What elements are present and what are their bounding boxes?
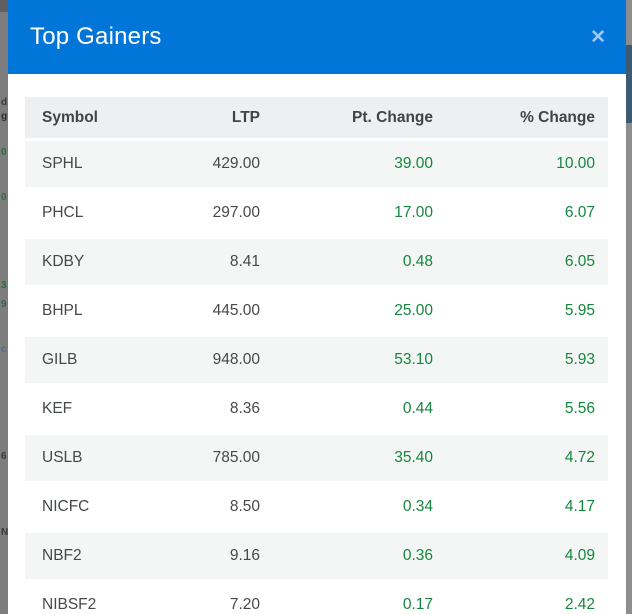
table-row: KEF 8.36 0.44 5.56 [25, 386, 608, 432]
ltp-cell: 8.50 [229, 498, 260, 515]
pt-change-cell: 39.00 [394, 155, 433, 172]
pt-change-cell: 25.00 [394, 302, 433, 319]
pct-change-cell: 5.95 [564, 302, 595, 319]
symbol-cell: SPHL [42, 155, 83, 172]
ltp-cell: 8.41 [229, 253, 260, 270]
symbol-cell: KEF [42, 400, 73, 417]
table-row: SPHL 429.00 39.00 10.00 [25, 141, 608, 187]
table-row: NIBSF2 7.20 0.17 2.42 [25, 582, 608, 614]
pct-change-cell: 5.56 [564, 400, 595, 417]
pt-change-cell: 35.40 [394, 449, 433, 466]
pct-change-cell: 6.07 [564, 204, 595, 221]
table-header-row: Symbol LTP Pt. Change % Change [25, 97, 608, 138]
background-text-fragment: N [1, 527, 8, 538]
background-text-fragment: 3 [1, 280, 7, 291]
symbol-cell: GILB [42, 351, 78, 368]
table-row: USLB 785.00 35.40 4.72 [25, 435, 608, 481]
pct-change-cell: 4.72 [564, 449, 595, 466]
ltp-cell: 785.00 [212, 449, 260, 466]
scrollbar-thumb[interactable] [626, 45, 632, 123]
column-header-pt-change: Pt. Change [352, 108, 433, 126]
ltp-cell: 8.36 [229, 400, 260, 417]
symbol-cell: NICFC [42, 498, 90, 515]
pct-change-cell: 2.42 [564, 596, 595, 613]
background-text-fragment: 9 [1, 299, 7, 310]
pct-change-cell: 5.93 [564, 351, 595, 368]
modal-title: Top Gainers [30, 23, 162, 50]
pt-change-cell: 0.48 [402, 253, 433, 270]
background-text-fragment: c [1, 344, 7, 355]
symbol-cell: BHPL [42, 302, 83, 319]
symbol-cell: PHCL [42, 204, 84, 221]
ltp-cell: 9.16 [229, 547, 260, 564]
top-gainers-modal: Top Gainers ✕ Symbol LTP Pt. Change % Ch… [8, 0, 626, 614]
ltp-cell: 445.00 [212, 302, 260, 319]
pt-change-cell: 17.00 [394, 204, 433, 221]
table-row: GILB 948.00 53.10 5.93 [25, 337, 608, 383]
symbol-cell: NBF2 [42, 547, 82, 564]
background-text-fragment: d [1, 97, 8, 108]
modal-body: Symbol LTP Pt. Change % Change SPHL 429.… [8, 74, 626, 614]
pt-change-cell: 0.36 [402, 547, 433, 564]
background-text-fragment: 6 [1, 451, 7, 462]
background-text-fragment: 0 [1, 192, 7, 203]
pt-change-cell: 53.10 [394, 351, 433, 368]
ltp-cell: 429.00 [212, 155, 260, 172]
pt-change-cell: 0.44 [402, 400, 433, 417]
background-text-fragment: g [1, 111, 8, 122]
symbol-cell: USLB [42, 449, 83, 466]
pct-change-cell: 10.00 [556, 155, 595, 172]
background-text-fragment: 0 [1, 147, 7, 158]
pt-change-cell: 0.17 [402, 596, 433, 613]
ltp-cell: 297.00 [212, 204, 260, 221]
gainers-table: SPHL 429.00 39.00 10.00 PHCL 297.00 17.0… [25, 141, 608, 614]
modal-header: Top Gainers ✕ [8, 0, 626, 74]
pct-change-cell: 6.05 [564, 253, 595, 270]
column-header-symbol: Symbol [42, 108, 98, 126]
scrollbar-track[interactable] [626, 0, 632, 614]
pct-change-cell: 4.17 [564, 498, 595, 515]
symbol-cell: KDBY [42, 253, 85, 270]
ltp-cell: 7.20 [229, 596, 260, 613]
table-row: NBF2 9.16 0.36 4.09 [25, 533, 608, 579]
table-row: KDBY 8.41 0.48 6.05 [25, 239, 608, 285]
background-edge-shade [0, 0, 8, 12]
table-row: PHCL 297.00 17.00 6.07 [25, 190, 608, 236]
close-icon[interactable]: ✕ [590, 26, 606, 48]
pt-change-cell: 0.34 [402, 498, 433, 515]
symbol-cell: NIBSF2 [42, 596, 97, 613]
column-header-pct-change: % Change [520, 108, 595, 126]
table-row: BHPL 445.00 25.00 5.95 [25, 288, 608, 334]
column-header-ltp: LTP [231, 108, 260, 126]
table-row: NICFC 8.50 0.34 4.17 [25, 484, 608, 530]
pct-change-cell: 4.09 [564, 547, 595, 564]
ltp-cell: 948.00 [212, 351, 260, 368]
